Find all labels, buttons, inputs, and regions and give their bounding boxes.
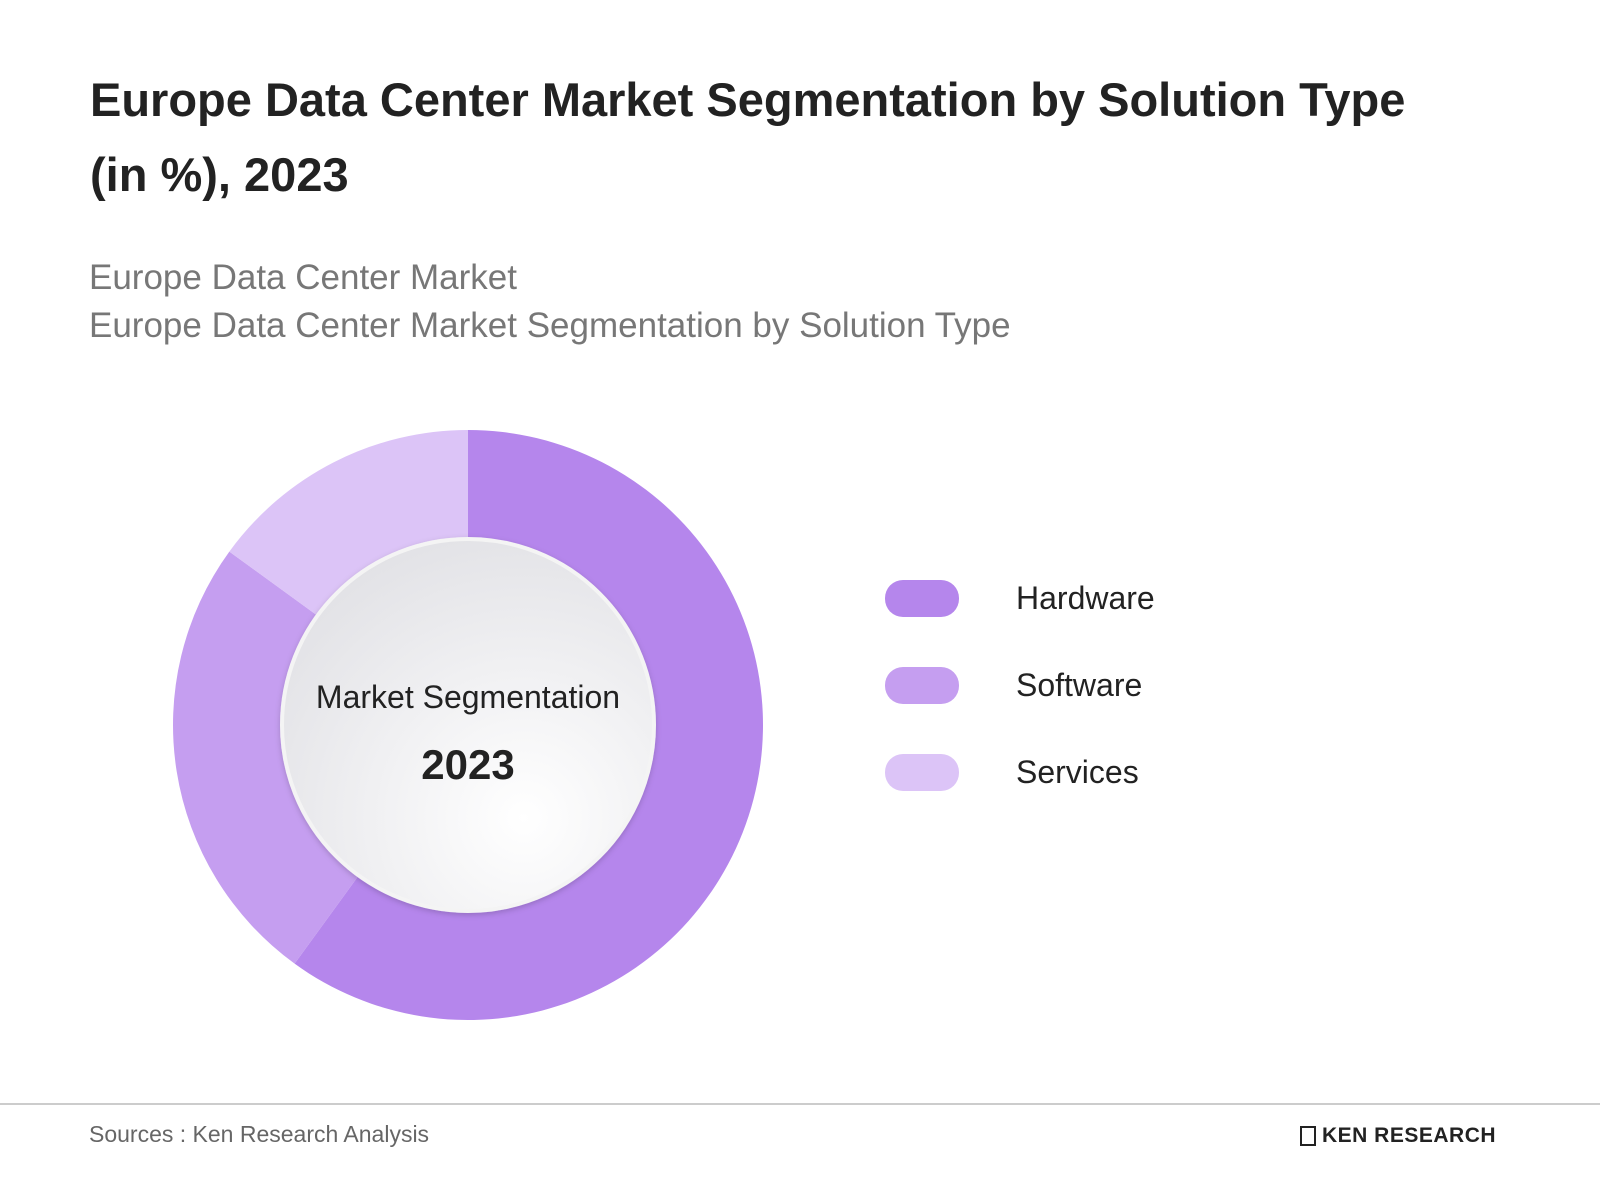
logo-icon bbox=[1300, 1126, 1316, 1146]
donut-slice bbox=[294, 430, 763, 1020]
chart-title: Europe Data Center Market Segmentation b… bbox=[90, 73, 1406, 201]
legend-swatch bbox=[885, 754, 959, 791]
donut bbox=[172, 430, 763, 1020]
donut-slice bbox=[172, 551, 362, 964]
donut-slice bbox=[229, 430, 468, 619]
legend-swatch bbox=[885, 667, 959, 704]
center-year: 2023 bbox=[421, 741, 514, 788]
subtitle: Europe Data Center Market bbox=[89, 258, 517, 297]
donut-hole bbox=[280, 537, 656, 913]
legend-swatch bbox=[885, 580, 959, 617]
legend-label: Services bbox=[1016, 754, 1139, 790]
legend-label: Hardware bbox=[1016, 580, 1155, 616]
legend-label: Software bbox=[1016, 667, 1142, 703]
logo: KEN RESEARCH bbox=[1300, 1124, 1496, 1148]
divider bbox=[0, 1103, 1600, 1105]
legend: Hardware Software Services bbox=[885, 580, 1155, 791]
center-label: Market Segmentation bbox=[316, 679, 620, 715]
subtitle: Europe Data Center Market Segmentation b… bbox=[89, 306, 1011, 345]
logo-text: KEN RESEARCH bbox=[1322, 1124, 1497, 1147]
source: Sources : Ken Research Analysis bbox=[89, 1121, 430, 1147]
